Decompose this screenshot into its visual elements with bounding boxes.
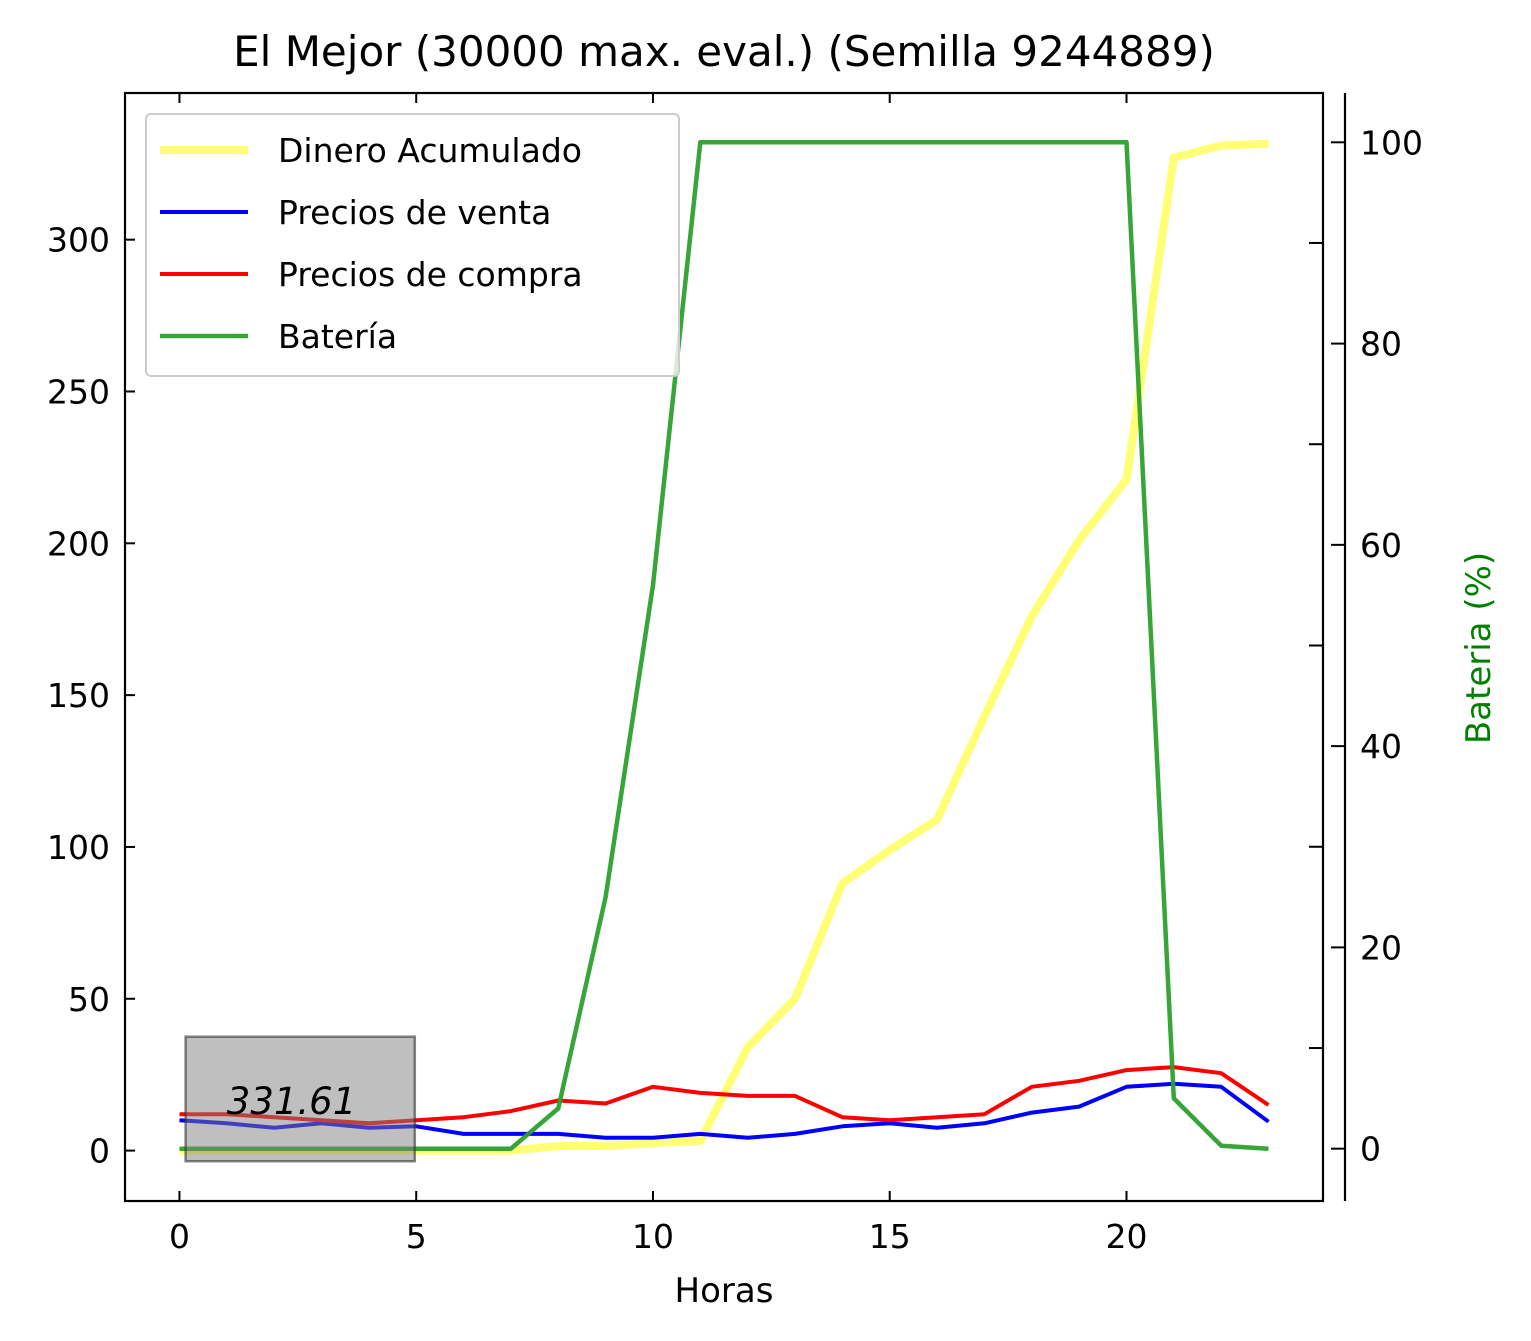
legend-label-1: Precios de venta	[278, 193, 551, 232]
legend-label-3: Batería	[278, 317, 397, 356]
y-tick-label: 250	[47, 372, 110, 411]
x-tick-label: 0	[169, 1217, 190, 1256]
y-tick-label: 150	[47, 676, 110, 715]
y-tick-label: 200	[47, 524, 110, 563]
annotation-label: 331.61	[227, 1080, 356, 1123]
chart-title: El Mejor (30000 max. eval.) (Semilla 924…	[233, 27, 1215, 76]
x-axis-label: Horas	[675, 1271, 774, 1311]
y-tick-label: 300	[47, 221, 110, 260]
annotation-box	[184, 1035, 417, 1163]
legend-box	[145, 113, 680, 377]
y2-axis-ticks: 0 20 40 60 80 100	[1309, 123, 1423, 1169]
y2-tick-label: 60	[1360, 526, 1402, 565]
y2-axis-label: Bateria (%)	[1459, 552, 1499, 744]
y2-tick-label: 0	[1360, 1130, 1381, 1169]
legend-label-0: Dinero Acumulado	[278, 131, 582, 170]
x-tick-label: 10	[632, 1217, 674, 1256]
y2-tick-label: 20	[1360, 928, 1402, 967]
x-axis-ticks: 0 5 10 15 20	[169, 93, 1147, 1256]
x-tick-label: 20	[1105, 1217, 1147, 1256]
y-tick-label: 50	[68, 980, 110, 1019]
y2-tick-label: 80	[1360, 325, 1402, 364]
y-tick-label: 100	[47, 828, 110, 867]
y-axis-ticks: 0 50 100 150 200 250 300	[47, 221, 135, 1171]
legend-label-2: Precios de compra	[278, 255, 583, 294]
x-tick-label: 15	[869, 1217, 911, 1256]
x-tick-label: 5	[406, 1217, 427, 1256]
y-tick-label: 0	[89, 1132, 110, 1171]
plot-frame	[123, 91, 1325, 1203]
y2-tick-label: 40	[1360, 727, 1402, 766]
plot-area: 331.61	[123, 91, 1347, 1203]
y2-tick-label: 100	[1360, 123, 1423, 162]
legend: Dinero Acumulado Precios de venta Precios …	[145, 113, 680, 377]
